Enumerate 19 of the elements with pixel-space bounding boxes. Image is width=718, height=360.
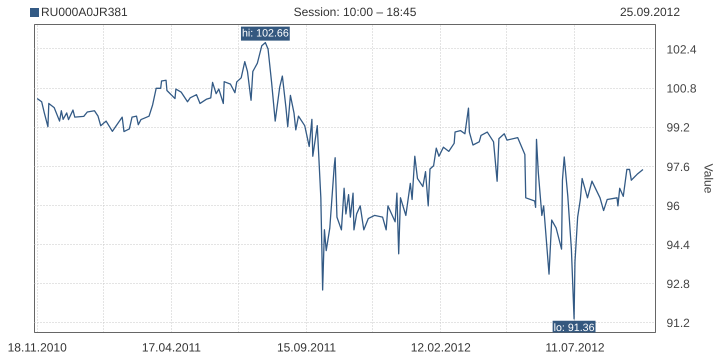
chart-subtitle: Session: 10:00 – 18:45: [292, 4, 418, 21]
y-tick-label: 100.8: [666, 82, 697, 96]
x-tick-label: 12.02.2012: [410, 340, 472, 354]
y-tick-label: 94.4: [666, 238, 690, 252]
annotation: hi: 102.66: [242, 28, 289, 40]
annotation: lo: 91.36: [554, 322, 595, 334]
y-tick-label: 96: [666, 198, 680, 213]
x-tick-label: 18.11.2010: [8, 340, 68, 354]
x-tick-label: 17.04.2011: [142, 340, 202, 354]
y-tick-label: 91.2: [666, 316, 690, 330]
y-tick-label: 102.4: [666, 42, 697, 56]
text: 25.09.2012: [618, 4, 680, 21]
y-axis-title: Value: [702, 164, 716, 194]
x-tick-label: 15.09.2011: [276, 340, 336, 354]
x-tick-label: 11.07.2012: [545, 340, 605, 354]
y-tick-label: 97.6: [666, 160, 690, 174]
legend-label: RU000A0JR381: [40, 4, 129, 21]
y-tick-label: 99.2: [666, 120, 690, 135]
y-tick-label: 92.8: [666, 277, 690, 292]
